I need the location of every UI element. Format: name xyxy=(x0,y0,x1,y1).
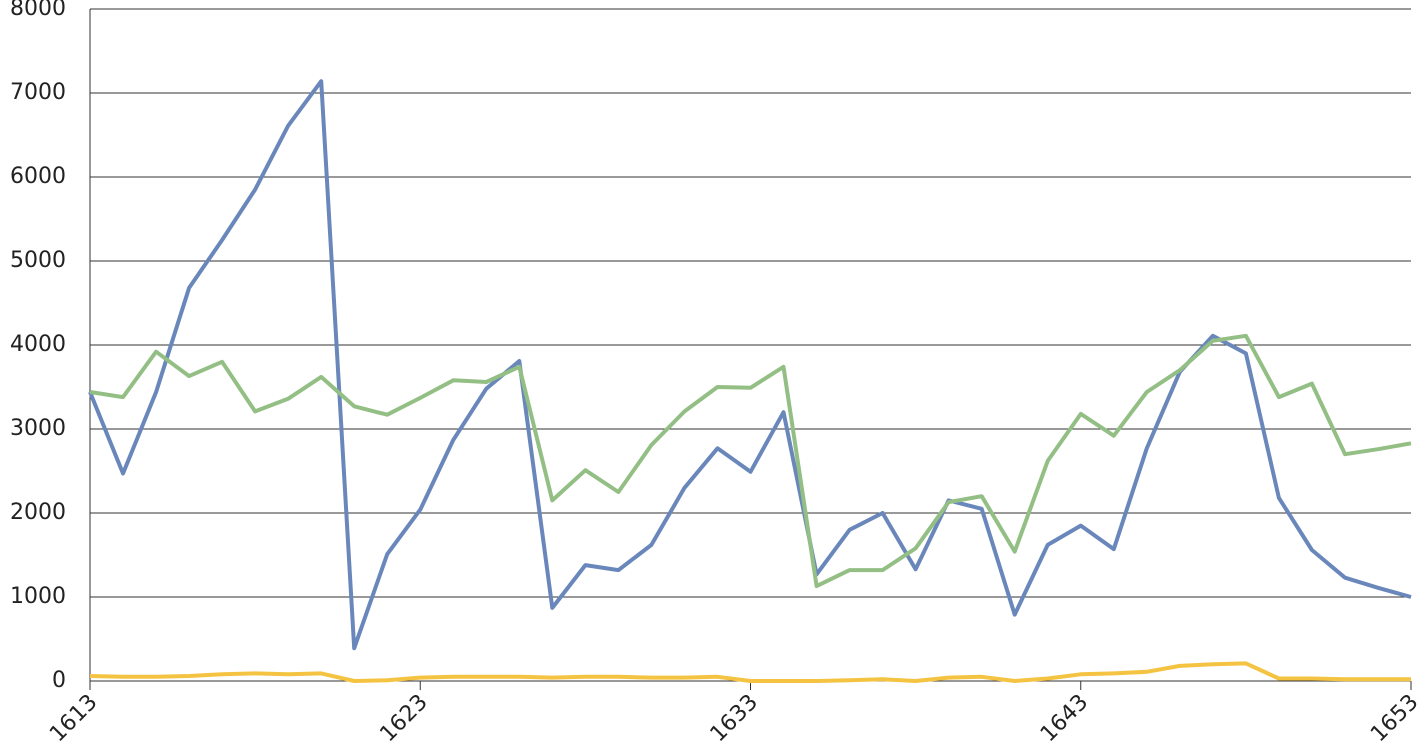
y-tick-label: 2000 xyxy=(10,500,66,525)
y-tick-label: 6000 xyxy=(10,164,66,189)
y-tick-label: 4000 xyxy=(10,332,66,357)
x-tick-label: 1623 xyxy=(375,690,432,747)
x-tick-label: 1643 xyxy=(1036,690,1093,747)
y-tick-label: 5000 xyxy=(10,248,66,273)
x-tick-label: 1633 xyxy=(706,690,763,747)
y-tick-label: 0 xyxy=(52,668,66,693)
series-line xyxy=(89,661,1411,683)
y-tick-label: 7000 xyxy=(10,80,66,105)
y-tick-label: 3000 xyxy=(10,416,66,441)
y-tick-label: 1000 xyxy=(10,584,66,609)
series-line xyxy=(89,333,1412,589)
x-tick-label: 1613 xyxy=(45,690,102,747)
series-line xyxy=(88,79,1412,651)
x-tick-label: 1653 xyxy=(1366,690,1417,747)
y-tick-label: 8000 xyxy=(10,0,66,21)
